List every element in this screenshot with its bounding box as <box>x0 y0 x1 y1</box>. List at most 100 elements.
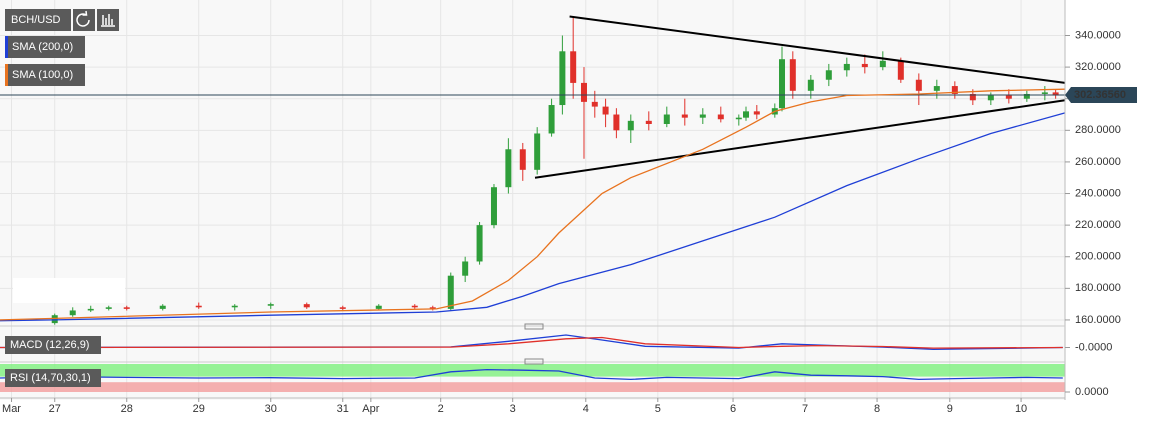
x-tick-label: 30 <box>265 403 277 415</box>
candle-body <box>1023 93 1030 99</box>
candle-body <box>519 149 526 170</box>
legend-box <box>5 64 85 86</box>
candle-body <box>534 133 541 170</box>
candle-body <box>933 86 940 91</box>
candle-body <box>267 304 274 306</box>
y-tick-label: 280.0000 <box>1075 124 1121 136</box>
candle-body <box>789 59 796 91</box>
legend-label: SMA (100,0) <box>12 69 73 81</box>
candle-body <box>1052 92 1059 96</box>
candle-body <box>717 114 724 120</box>
candle-body <box>505 149 512 188</box>
candle-body <box>105 307 112 309</box>
candle-body <box>462 261 469 276</box>
candle-body <box>231 305 238 308</box>
y-tick-label: 260.0000 <box>1075 156 1121 168</box>
candle-body <box>735 117 742 120</box>
symbol-box[interactable] <box>5 9 71 31</box>
series-line <box>0 334 1063 351</box>
plot-background <box>0 0 1065 400</box>
legend-swatch <box>5 64 8 86</box>
y-tick-label: 160.0000 <box>1075 314 1121 326</box>
x-tick-label: Apr <box>362 403 379 415</box>
candle-body <box>843 63 850 71</box>
x-tick-label: 3 <box>510 403 516 415</box>
x-tick-label: 5 <box>655 403 661 415</box>
candle-body <box>807 79 814 91</box>
candle-body <box>1041 92 1048 94</box>
candle-body <box>411 305 418 308</box>
candle-body <box>743 111 750 118</box>
y-tick-label: 220.0000 <box>1075 219 1121 231</box>
y-tick-label: 0.0000 <box>1075 386 1109 398</box>
x-tick-label: 6 <box>730 403 736 415</box>
x-tick-label: 8 <box>874 403 880 415</box>
candle-body <box>681 114 688 118</box>
candle-body <box>51 315 58 324</box>
indicator-icon <box>101 14 115 27</box>
y-tick-label: 320.0000 <box>1075 61 1121 73</box>
candle-body <box>861 63 868 68</box>
trendline <box>569 15 1066 84</box>
indicator-button[interactable] <box>97 9 119 31</box>
x-tick-label: 27 <box>49 403 61 415</box>
candle-body <box>591 101 598 107</box>
candle-body <box>915 79 922 91</box>
candle-body <box>548 105 555 134</box>
refresh-icon <box>76 10 90 27</box>
resize-handle[interactable] <box>524 323 544 330</box>
candle-body <box>476 225 483 262</box>
legend-label: SMA (200,0) <box>12 41 73 53</box>
candle-body <box>753 111 760 115</box>
refresh-button[interactable] <box>73 9 95 31</box>
candle-body <box>570 51 577 83</box>
candle-body <box>969 93 976 101</box>
y-tick-label: -0.0000 <box>1075 341 1112 353</box>
candle-body <box>87 308 94 311</box>
legend: SMA (200,0) SMA (100,0) MACD (12,26,9) RSI … <box>5 36 101 387</box>
x-tick-label: 2 <box>438 403 444 415</box>
candle-body <box>447 275 454 309</box>
panel-title: RSI (14,70,30,1) <box>10 372 91 384</box>
y-tick-label: 200.0000 <box>1075 251 1121 263</box>
candle-body <box>663 114 670 124</box>
x-tick-label: 9 <box>947 403 953 415</box>
x-tick-label: 31 <box>337 403 349 415</box>
marks <box>0 15 1066 381</box>
series-line <box>0 368 1063 381</box>
candle-body <box>159 305 166 309</box>
y-tick-label: 180.0000 <box>1075 282 1121 294</box>
resize-handle[interactable] <box>524 358 544 365</box>
candle-body <box>951 86 958 94</box>
y-tick-label: 240.0000 <box>1075 187 1121 199</box>
y-tick-label: 340.0000 <box>1075 29 1121 41</box>
x-tick-label: 4 <box>583 403 589 415</box>
candle-body <box>825 70 832 80</box>
x-tick-label: 10 <box>1015 403 1027 415</box>
series-line <box>0 88 1066 321</box>
candle-body <box>879 60 886 68</box>
panel-title-box <box>5 336 101 354</box>
candle-body <box>490 187 497 226</box>
x-tick-label: 29 <box>193 403 205 415</box>
series-line <box>0 112 1066 322</box>
candle-body <box>645 120 652 124</box>
candle-body <box>339 307 346 309</box>
candle-body <box>613 114 620 131</box>
x-tick-label: Mar <box>2 403 21 415</box>
candle-body <box>429 307 436 309</box>
series-line <box>0 336 1063 349</box>
panel-title-box <box>5 369 101 387</box>
x-tick-label: 7 <box>802 403 808 415</box>
trendline <box>534 99 1066 179</box>
candle-body <box>987 95 994 101</box>
candle-body <box>303 304 310 308</box>
band <box>0 382 1065 392</box>
legend-swatch <box>5 36 8 58</box>
candle-body <box>69 310 76 316</box>
candle-body <box>123 307 130 309</box>
candle-body <box>559 51 566 106</box>
last-price-label: 302.36560 <box>1074 89 1126 101</box>
blank-box <box>13 278 125 303</box>
